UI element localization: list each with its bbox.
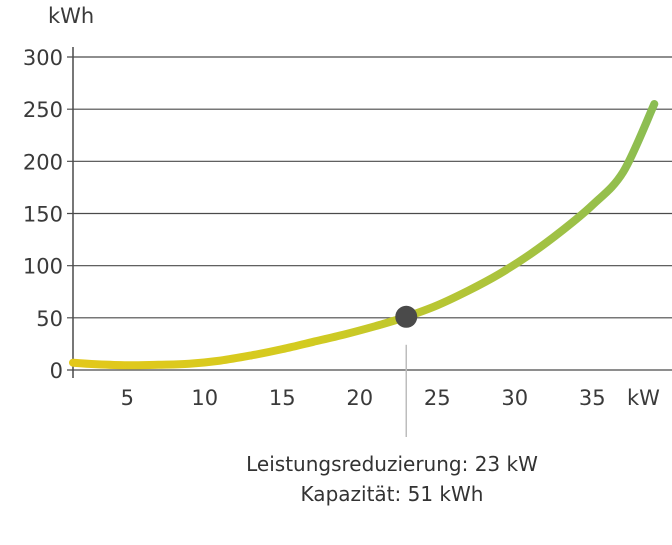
gridlines	[67, 56, 672, 371]
x-axis-unit-label: kW	[627, 386, 660, 410]
x-tick-labels: 5 10 15 20 25 30 35	[121, 386, 606, 410]
y-tick-0: 0	[50, 359, 63, 383]
y-tick-150: 150	[23, 203, 63, 227]
caption-capacity: Kapazität: 51 kWh	[300, 482, 484, 506]
y-tick-labels: 0 50 100 150 200 250 300	[23, 46, 63, 383]
x-tick-20: 20	[346, 386, 373, 410]
x-tick-30: 30	[501, 386, 528, 410]
y-axis-unit-label: kWh	[48, 4, 94, 28]
y-tick-50: 50	[36, 307, 63, 331]
y-tick-100: 100	[23, 255, 63, 279]
y-tick-200: 200	[23, 150, 63, 174]
caption-power-reduction: Leistungsreduzierung: 23 kW	[246, 452, 538, 476]
operating-point-marker	[395, 305, 418, 328]
x-tick-25: 25	[424, 386, 451, 410]
y-tick-250: 250	[23, 98, 63, 122]
x-tick-35: 35	[579, 386, 606, 410]
x-tick-10: 10	[191, 386, 218, 410]
x-tick-15: 15	[269, 386, 296, 410]
capacity-curve	[69, 100, 659, 370]
y-tick-300: 300	[23, 46, 63, 70]
x-tick-5: 5	[121, 386, 134, 410]
